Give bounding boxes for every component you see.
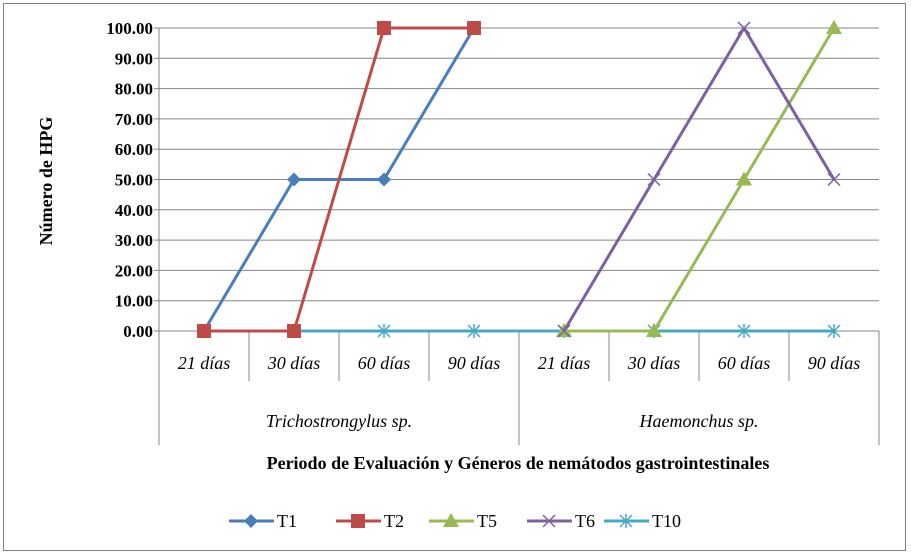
- legend-marker-t10: [619, 514, 633, 528]
- x-tick-label: 30 días: [627, 353, 681, 373]
- x-tick-label: 60 días: [358, 353, 411, 373]
- data-point-t6: [647, 172, 661, 187]
- series-t5: [556, 20, 842, 337]
- legend-label-t2: T2: [384, 511, 404, 531]
- x-axis-title: Periodo de Evaluación y Géneros de nemát…: [267, 453, 770, 473]
- y-tick-label: 80.00: [115, 80, 153, 99]
- legend-label-t10: T10: [652, 511, 681, 531]
- data-point-t10: [377, 324, 391, 338]
- x-tick-label: 21 días: [538, 353, 591, 373]
- data-point-t10: [827, 324, 841, 338]
- data-point-t10: [737, 324, 751, 338]
- legend-marker-t5: [443, 513, 459, 527]
- y-tick-label: 20.00: [115, 261, 153, 280]
- series-line-t2: [204, 26, 474, 333]
- legend-marker-t2: [351, 514, 365, 528]
- x-tick-label: 90 días: [448, 353, 501, 373]
- x-tick-label: 21 días: [178, 353, 231, 373]
- legend: T1 T2 T5 T6 T10: [229, 511, 681, 531]
- legend-label-t1: T1: [277, 511, 297, 531]
- y-tick-label: 0.00: [123, 322, 153, 341]
- data-point-t10: [467, 324, 481, 338]
- data-point-t5: [736, 171, 752, 186]
- legend-label-t6: T6: [575, 511, 595, 531]
- data-point-t2: [467, 21, 481, 35]
- data-point-t1: [287, 172, 301, 187]
- x-group-label: Trichostrongylus sp.: [266, 411, 412, 431]
- x-tick-label: 30 días: [267, 353, 321, 373]
- y-tick-label: 40.00: [115, 201, 153, 220]
- y-tick-label: 90.00: [115, 49, 153, 68]
- data-point-t6: [737, 21, 751, 35]
- data-point-t5: [826, 20, 842, 34]
- series-t6: [557, 21, 841, 338]
- data-point-t5: [646, 323, 662, 337]
- data-point-t6: [557, 324, 571, 338]
- y-axis-title: Número de HPG: [36, 117, 56, 246]
- legend-item-t2: T2: [336, 511, 404, 531]
- y-tick-label: 100.00: [106, 19, 153, 38]
- data-point-t2: [287, 324, 301, 338]
- x-group-label: Haemonchus sp.: [639, 411, 759, 431]
- y-tick-label: 10.00: [115, 292, 153, 311]
- chart-frame: [3, 3, 906, 551]
- legend-item-t10: T10: [604, 511, 681, 531]
- x-axis: Trichostrongylus sp. Haemonchus sp. 21 día…: [158, 331, 880, 445]
- legend-item-t6: T6: [527, 511, 595, 531]
- series-line-t6: [562, 26, 836, 332]
- legend-item-t5: T5: [429, 511, 497, 531]
- y-tick-label: 30.00: [115, 231, 153, 250]
- series-t2: [197, 21, 481, 338]
- x-tick-label: 90 días: [808, 353, 861, 373]
- data-point-t2: [197, 324, 211, 338]
- data-point-t2: [377, 21, 391, 35]
- y-tick-label: 60.00: [115, 140, 153, 159]
- legend-marker-t6: [542, 514, 556, 528]
- legend-item-t1: T1: [229, 511, 297, 531]
- data-point-t6: [827, 172, 841, 187]
- y-tick-label: 50.00: [115, 171, 153, 190]
- y-tick-labels: 0.00 10.00 20.00 30.00 40.00 50.00 60.00 70.00 8…: [106, 19, 153, 341]
- x-tick-label: 60 días: [718, 353, 771, 373]
- series-layer: [197, 20, 842, 338]
- y-tick-label: 70.00: [115, 110, 153, 129]
- data-point-t1: [377, 172, 391, 187]
- legend-marker-t1: [244, 514, 258, 528]
- legend-label-t5: T5: [477, 511, 497, 531]
